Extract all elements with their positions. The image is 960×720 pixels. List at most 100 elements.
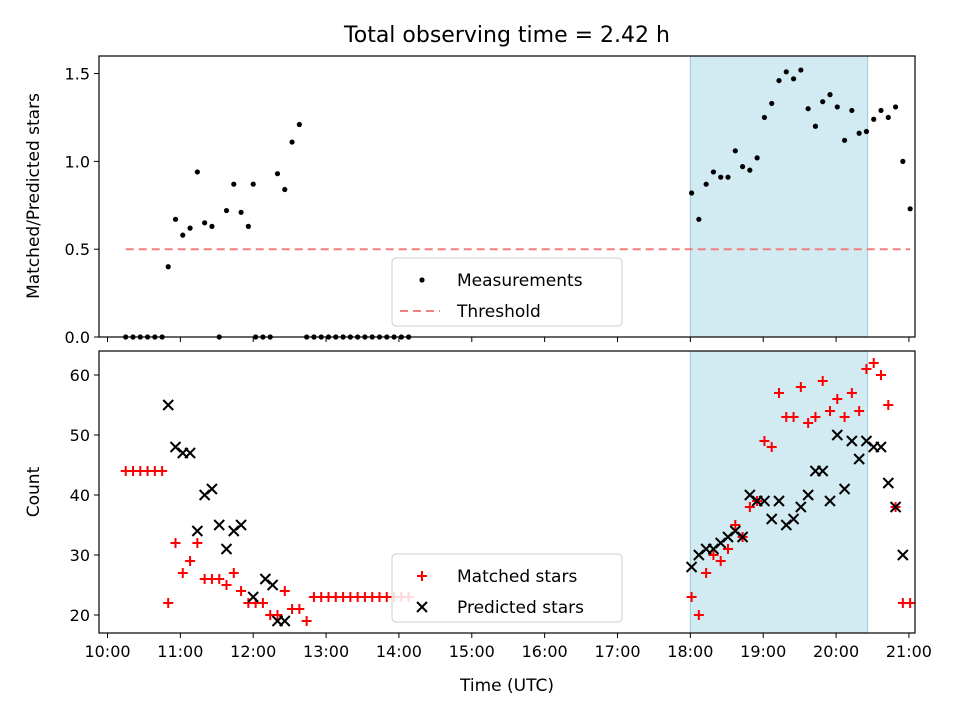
matched-star-marker xyxy=(744,502,755,512)
measurement-point xyxy=(165,264,171,270)
matched-star-marker xyxy=(693,610,704,620)
matched-star-marker xyxy=(730,520,741,530)
matched-star-marker xyxy=(236,586,247,596)
measurement-point xyxy=(289,139,295,145)
matched-star-marker xyxy=(686,592,697,602)
legend-marker xyxy=(416,601,428,613)
y-tick-label: 60 xyxy=(70,366,90,385)
legend-label: Measurements xyxy=(457,271,583,291)
measurement-point xyxy=(863,128,870,135)
predicted-star-marker xyxy=(736,531,749,543)
measurement-point xyxy=(790,76,797,82)
measurement-point xyxy=(805,106,811,112)
matched-star-marker xyxy=(774,388,784,398)
measurement-point xyxy=(282,186,288,193)
x-tick-label: 15:00 xyxy=(449,642,495,661)
measurement-point xyxy=(871,116,877,122)
matched-star-marker xyxy=(854,406,865,416)
legend-marker xyxy=(417,571,427,581)
measurement-point xyxy=(223,207,230,214)
predicted-star-marker xyxy=(279,615,291,627)
matched-star-marker xyxy=(883,400,894,410)
x-tick-label: 19:00 xyxy=(740,642,786,661)
predicted-star-marker xyxy=(802,489,814,501)
matched-star-marker xyxy=(279,586,290,596)
matched-star-marker xyxy=(257,598,268,608)
measurement-point xyxy=(856,130,862,136)
axes-frame xyxy=(98,55,916,338)
bottom-panel: 20 30 40 50 60 10:00 11:00 12:00 13:00 14:00 15:00… xyxy=(70,350,932,661)
measurement-point xyxy=(754,155,760,161)
matched-star-marker xyxy=(301,616,312,626)
measurement-point xyxy=(688,190,695,196)
matched-star-marker xyxy=(170,538,181,548)
matched-star-marker xyxy=(839,412,850,422)
measurement-point xyxy=(296,121,302,128)
legend-label: Matched stars xyxy=(457,567,577,587)
observing-span xyxy=(689,55,869,338)
measurement-point xyxy=(849,107,855,114)
predicted-star-marker xyxy=(758,495,771,507)
measurement-point xyxy=(878,107,884,114)
measurement-point xyxy=(245,223,251,229)
measurement-point xyxy=(761,114,768,121)
y-tick-label: 20 xyxy=(70,606,90,625)
measurement-point xyxy=(907,206,913,212)
predicted-star-marker xyxy=(889,501,902,513)
x-tick-label: 13:00 xyxy=(303,642,349,661)
y-tick-label: 1.5 xyxy=(65,65,90,84)
measurement-point xyxy=(769,100,775,107)
matched-star-marker xyxy=(832,394,843,404)
y-tick-label: 30 xyxy=(70,546,90,565)
predicted-star-marker xyxy=(206,483,218,495)
y-tick-label: 1.0 xyxy=(65,152,90,171)
matched-star-marker xyxy=(221,580,232,590)
predicted-star-marker xyxy=(191,525,204,537)
legend-label: Threshold xyxy=(456,302,541,322)
bottom-y-axis-label: Count xyxy=(24,466,44,517)
matched-star-marker xyxy=(177,568,188,578)
measurement-point xyxy=(194,169,200,175)
predicted-star-marker xyxy=(795,501,807,513)
matched-star-marker xyxy=(214,574,225,584)
top-panel: 0.0 0.5 1.0 1.5 Measurements Threshold xyxy=(65,55,916,347)
matched-star-marker xyxy=(715,556,726,566)
matched-star-marker xyxy=(868,358,879,368)
y-tick-label: 0.5 xyxy=(65,240,90,259)
predicted-star-marker xyxy=(853,453,865,465)
x-tick-label: 18:00 xyxy=(667,642,713,661)
matched-star-marker xyxy=(825,406,835,416)
matched-star-marker xyxy=(788,412,799,422)
measurement-point xyxy=(827,92,833,98)
x-tick-label: 17:00 xyxy=(594,642,640,661)
matched-star-marker xyxy=(723,544,733,554)
predicted-star-marker xyxy=(824,495,836,507)
matched-star-marker xyxy=(185,556,196,566)
measurement-point xyxy=(820,99,826,105)
predicted-star-marker xyxy=(184,447,196,459)
predicted-star-marker xyxy=(247,591,259,603)
matched-star-marker xyxy=(272,610,283,620)
measurement-point xyxy=(718,174,724,180)
predicted-star-marker xyxy=(773,495,785,507)
predicted-star-marker xyxy=(766,513,778,525)
matched-star-marker xyxy=(817,376,828,386)
y-tick-label: 0.0 xyxy=(65,328,90,347)
legend-marker xyxy=(419,277,425,283)
matched-star-marker xyxy=(192,538,203,548)
matched-star-marker xyxy=(701,568,712,578)
top-y-axis-label: Matched/Predicted stars xyxy=(24,93,44,299)
x-tick-label: 20:00 xyxy=(813,642,859,661)
measurement-point xyxy=(841,137,848,143)
measurement-point xyxy=(231,181,237,187)
measurement-point xyxy=(900,158,906,164)
measurement-point xyxy=(739,164,746,170)
measurement-point xyxy=(696,216,702,222)
measurement-point xyxy=(703,181,709,187)
measurement-point xyxy=(892,104,899,110)
predicted-star-marker xyxy=(685,561,698,573)
matched-star-marker xyxy=(905,598,916,608)
matched-star-marker xyxy=(708,550,719,560)
measurement-point xyxy=(209,223,215,229)
